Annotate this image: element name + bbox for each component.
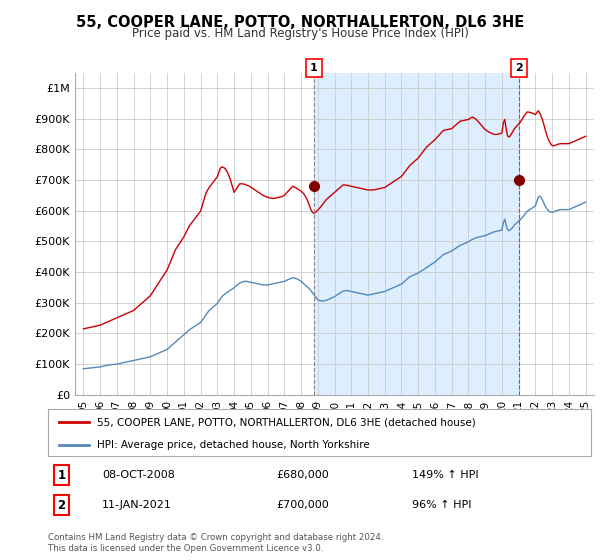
Bar	[314, 73, 519, 395]
Text: 11-JAN-2021: 11-JAN-2021	[103, 500, 172, 510]
Text: 55, COOPER LANE, POTTO, NORTHALLERTON, DL6 3HE: 55, COOPER LANE, POTTO, NORTHALLERTON, D…	[76, 15, 524, 30]
Text: 1: 1	[310, 63, 318, 73]
Text: 2: 2	[58, 498, 65, 512]
Text: 2: 2	[515, 63, 523, 73]
Text: This data is licensed under the Open Government Licence v3.0.: This data is licensed under the Open Gov…	[48, 544, 323, 553]
Text: 1: 1	[58, 469, 65, 482]
Text: 96% ↑ HPI: 96% ↑ HPI	[412, 500, 472, 510]
Text: 149% ↑ HPI: 149% ↑ HPI	[412, 470, 478, 480]
Text: HPI: Average price, detached house, North Yorkshire: HPI: Average price, detached house, Nort…	[97, 440, 370, 450]
Text: Price paid vs. HM Land Registry's House Price Index (HPI): Price paid vs. HM Land Registry's House …	[131, 27, 469, 40]
Text: Contains HM Land Registry data © Crown copyright and database right 2024.: Contains HM Land Registry data © Crown c…	[48, 533, 383, 542]
Text: £700,000: £700,000	[276, 500, 329, 510]
Text: 08-OCT-2008: 08-OCT-2008	[103, 470, 175, 480]
Text: 55, COOPER LANE, POTTO, NORTHALLERTON, DL6 3HE (detached house): 55, COOPER LANE, POTTO, NORTHALLERTON, D…	[97, 417, 476, 427]
Text: £680,000: £680,000	[276, 470, 329, 480]
